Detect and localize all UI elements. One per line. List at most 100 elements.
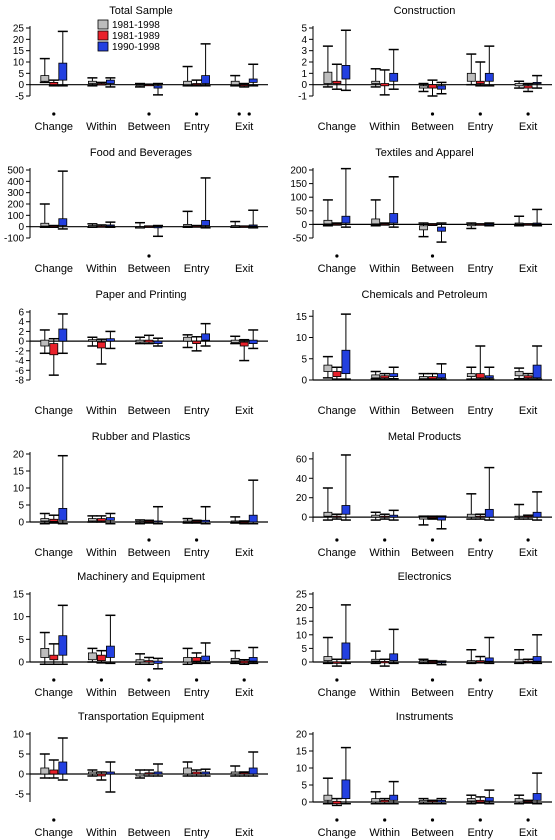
box xyxy=(419,376,428,380)
chart-title: Textiles and Apparel xyxy=(375,147,473,159)
y-tick-label: 50 xyxy=(296,206,308,217)
chart-title: Electronics xyxy=(398,571,452,583)
box xyxy=(389,514,399,518)
x-tick-label: Between xyxy=(128,405,171,417)
box xyxy=(153,85,163,89)
box xyxy=(341,505,351,515)
significance-mark xyxy=(335,818,339,822)
significance-mark xyxy=(430,254,435,258)
x-tick-label: Within xyxy=(369,405,400,417)
legend-swatch xyxy=(97,30,109,41)
y-tick-label: 5 xyxy=(301,644,307,655)
box xyxy=(419,85,428,89)
box xyxy=(475,799,485,803)
box xyxy=(49,654,59,661)
significance-mark xyxy=(430,112,435,116)
box xyxy=(371,514,381,518)
chart-title: Chemicals and Petroleum xyxy=(362,289,488,301)
box xyxy=(106,645,115,658)
y-tick-label: -5 xyxy=(15,790,24,801)
significance-mark xyxy=(335,538,339,542)
box xyxy=(135,520,145,523)
box xyxy=(248,224,258,227)
box xyxy=(230,520,240,523)
box xyxy=(106,224,115,227)
y-tick-label: 60 xyxy=(296,454,308,465)
box xyxy=(239,772,249,775)
x-tick-label: Exit xyxy=(235,547,253,559)
box xyxy=(332,515,342,518)
legend-swatch xyxy=(97,41,109,52)
box xyxy=(514,515,524,518)
x-tick-label: Within xyxy=(86,121,117,133)
box xyxy=(371,798,381,803)
chart-title: Instruments xyxy=(396,711,454,723)
x-tick-label: Entry xyxy=(184,405,210,417)
box xyxy=(323,794,333,801)
box xyxy=(248,767,258,775)
significance-mark xyxy=(147,112,151,116)
y-tick-label: 4 xyxy=(18,317,24,328)
box xyxy=(428,800,437,803)
y-tick-label: 5 xyxy=(18,69,24,80)
legend-swatch xyxy=(97,19,109,30)
y-tick-label: 15 xyxy=(13,46,25,57)
box xyxy=(380,83,390,87)
box xyxy=(389,72,399,82)
box xyxy=(389,794,399,801)
significance-mark xyxy=(526,538,530,542)
significance-mark xyxy=(52,678,56,682)
box xyxy=(88,518,97,522)
box xyxy=(523,85,533,89)
x-tick-label: Within xyxy=(369,121,400,133)
y-tick-label: 0 xyxy=(301,80,307,91)
x-tick-label: Entry xyxy=(467,827,493,839)
x-tick-label: Between xyxy=(411,405,454,417)
x-tick-label: Exit xyxy=(235,827,253,839)
box xyxy=(144,520,154,523)
box xyxy=(484,508,494,518)
significance-mark xyxy=(526,818,530,822)
y-tick-label: 10 xyxy=(13,730,25,741)
box xyxy=(153,226,163,229)
x-tick-label: Entry xyxy=(467,547,493,559)
box xyxy=(144,772,154,775)
box xyxy=(389,653,399,662)
box xyxy=(380,515,390,518)
x-tick-label: Entry xyxy=(467,263,493,275)
box xyxy=(332,661,342,664)
box xyxy=(466,72,476,82)
y-tick-label: 300 xyxy=(7,188,24,199)
box xyxy=(58,218,68,226)
box xyxy=(475,515,485,518)
chart-title: Total Sample xyxy=(109,5,173,17)
y-tick-label: 0 xyxy=(301,220,307,231)
box xyxy=(514,222,524,225)
x-tick-label: Exit xyxy=(519,687,537,699)
y-tick-label: 20 xyxy=(296,730,308,741)
box xyxy=(106,771,115,775)
y-tick-label: -100 xyxy=(4,234,24,245)
y-tick-label: 3 xyxy=(301,46,307,57)
y-tick-label: 5 xyxy=(18,501,24,512)
box xyxy=(88,80,97,84)
box xyxy=(192,225,202,228)
x-tick-label: Within xyxy=(369,547,400,559)
box xyxy=(484,657,494,662)
box xyxy=(428,516,437,519)
y-tick-label: -8 xyxy=(15,376,24,387)
x-tick-label: Within xyxy=(86,547,117,559)
x-tick-label: Within xyxy=(86,263,117,275)
box xyxy=(437,516,446,521)
y-tick-label: 5 xyxy=(301,781,307,792)
box xyxy=(192,520,202,523)
significance-mark xyxy=(237,112,241,116)
legend-label: 1990-1998 xyxy=(112,42,160,53)
box xyxy=(201,75,211,84)
x-tick-label: Exit xyxy=(235,121,253,133)
box xyxy=(341,349,351,375)
box xyxy=(466,223,476,227)
box xyxy=(144,84,154,87)
